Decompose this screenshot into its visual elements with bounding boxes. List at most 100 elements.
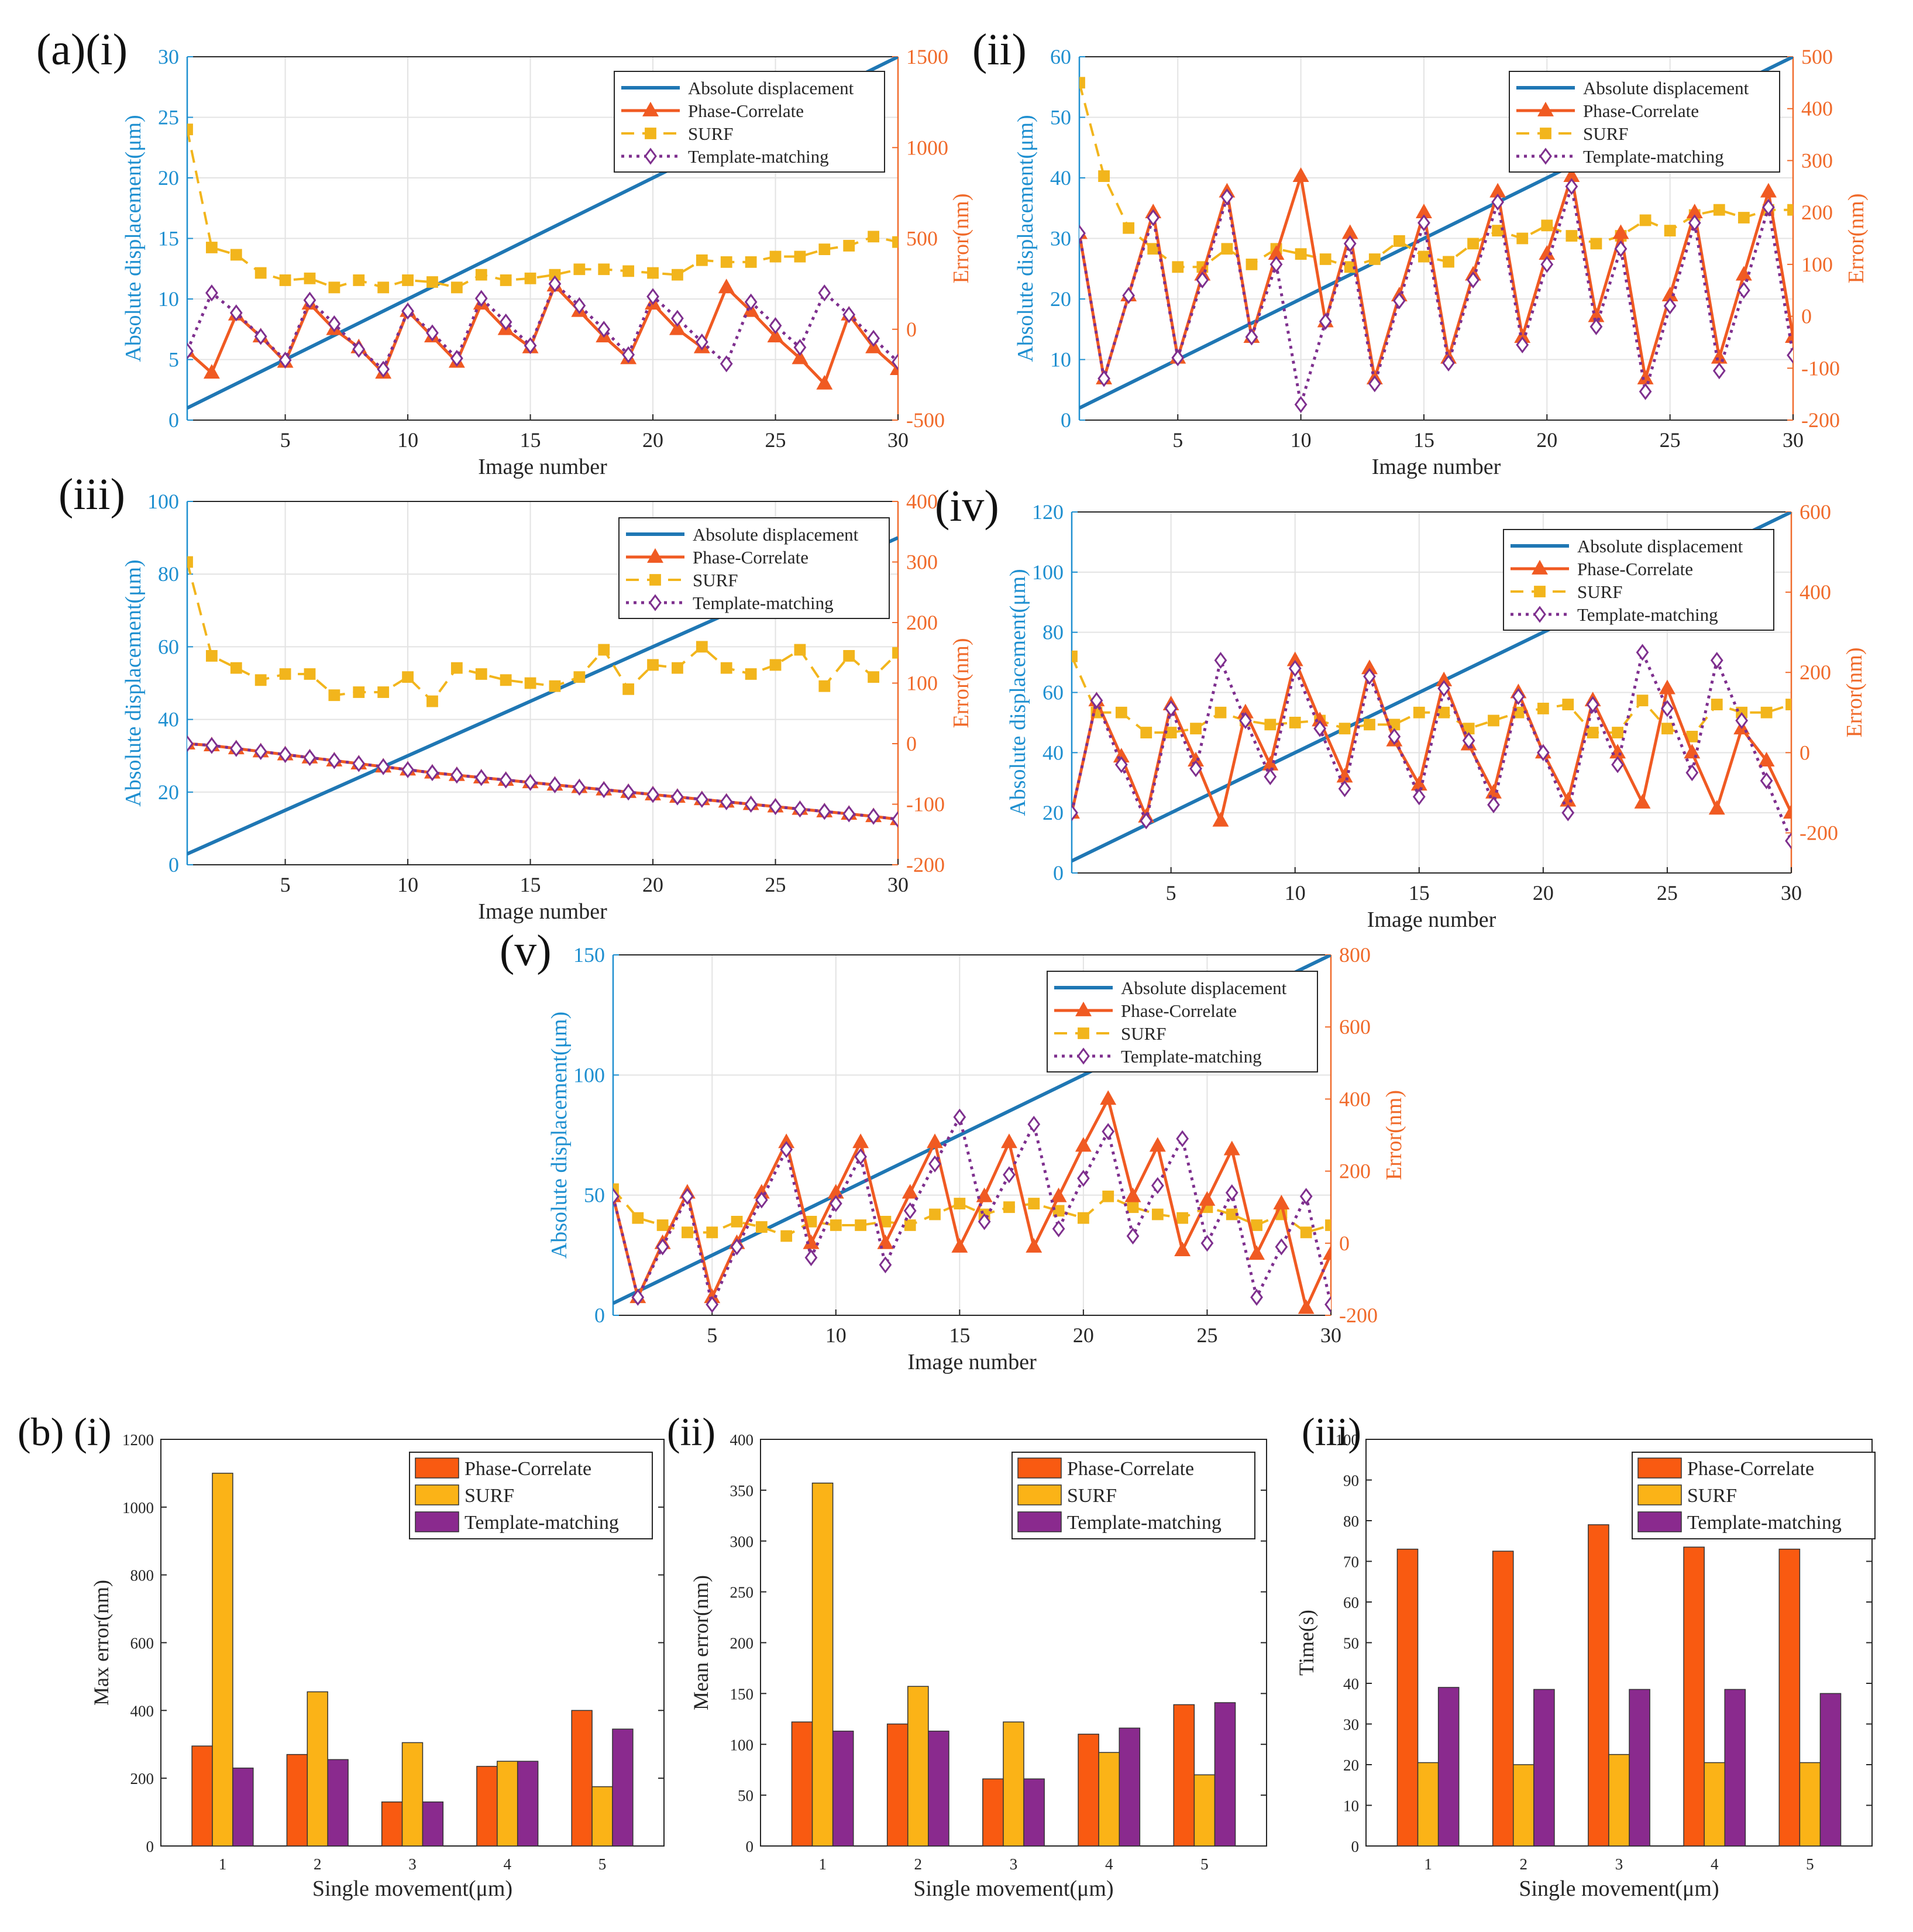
legend-swatch-template-matching xyxy=(1017,1511,1062,1532)
series-surf-point xyxy=(377,686,390,698)
bar-phase-correlate xyxy=(1492,1551,1514,1847)
series-template-matching-point xyxy=(377,758,390,775)
series-surf-point xyxy=(892,236,898,248)
series-phase-correlate-point xyxy=(1323,1245,1331,1260)
y-tick-label: 40 xyxy=(1343,1675,1359,1693)
series-template-matching-point xyxy=(1663,297,1677,315)
legend-label-template-matching: Template-matching xyxy=(1583,146,1724,167)
series-phase-correlate-point xyxy=(1735,266,1752,281)
legend-label-phase-correlate: Phase-Correlate xyxy=(1067,1458,1194,1480)
bar-phase-correlate xyxy=(1173,1704,1195,1847)
x-tick-label: 25 xyxy=(1660,428,1681,452)
left-y-tick-label: 60 xyxy=(158,635,179,658)
series-template-matching-point xyxy=(1412,788,1426,806)
series-surf-point xyxy=(1364,719,1375,731)
right-y-tick-label: 100 xyxy=(1801,253,1833,276)
series-template-matching-point xyxy=(1487,796,1500,813)
x-tick-label: 5 xyxy=(707,1323,717,1347)
series-template-matching-point xyxy=(695,333,708,350)
y-tick-label: 300 xyxy=(730,1533,754,1551)
series-template-matching-point xyxy=(953,1108,966,1126)
series-template-matching-point xyxy=(1171,349,1185,367)
x-tick-label: 1 xyxy=(818,1855,827,1873)
bar-phase-correlate xyxy=(381,1801,403,1847)
series-surf-point xyxy=(780,1230,793,1242)
series-surf-point xyxy=(794,250,806,263)
series-phase-correlate-point xyxy=(1248,1245,1265,1260)
series-surf-line xyxy=(613,1188,1331,1237)
series-surf-point xyxy=(1072,650,1078,662)
series-surf-point xyxy=(573,671,586,683)
left-y-axis-label: Absolute displacement(μm) xyxy=(121,115,146,362)
series-template-matching-point xyxy=(1462,732,1475,750)
series-template-matching-point xyxy=(1324,1296,1331,1314)
series-surf-point xyxy=(1102,1190,1114,1202)
series-template-matching-point xyxy=(631,1288,645,1306)
series-surf-point xyxy=(1176,1212,1189,1224)
series-template-matching-point xyxy=(1516,336,1529,353)
legend-label-phase-correlate: Phase-Correlate xyxy=(1577,559,1693,579)
series-surf-point xyxy=(500,674,512,686)
x-tick-label: 20 xyxy=(1536,428,1557,452)
series-template-matching-point xyxy=(1388,728,1401,745)
left-y-tick-label: 100 xyxy=(573,1063,605,1087)
series-template-matching-point xyxy=(842,306,856,324)
y-tick-label: 800 xyxy=(130,1567,154,1584)
series-template-matching-point xyxy=(681,1188,694,1205)
right-y-tick-label: 0 xyxy=(906,318,917,341)
series-surf-point xyxy=(1339,723,1351,735)
series-template-matching-point xyxy=(328,315,341,332)
series-template-matching-point xyxy=(573,779,586,796)
left-y-axis-label: Absolute displacement(μm) xyxy=(547,1012,572,1259)
series-surf-point xyxy=(187,123,193,136)
series-surf-point xyxy=(1537,703,1549,714)
legend-marker-surf xyxy=(1534,586,1546,597)
series-template-matching-point xyxy=(1147,209,1160,226)
legend: Phase-Correlate SURF Template-matching xyxy=(1011,1452,1255,1539)
series-phase-correlate-point xyxy=(767,328,784,343)
series-surf-point xyxy=(1300,1226,1312,1239)
left-y-tick-label: 30 xyxy=(158,45,179,68)
series-phase-correlate-point xyxy=(669,320,686,335)
series-phase-correlate-point xyxy=(1634,793,1651,809)
series-surf-point xyxy=(1325,1219,1331,1231)
x-tick-label: 2 xyxy=(914,1855,923,1873)
series-surf-point xyxy=(1344,261,1356,273)
left-y-tick-label: 40 xyxy=(158,708,179,731)
series-template-matching-point xyxy=(1027,1116,1041,1133)
series-template-matching-point xyxy=(377,360,390,378)
series-template-matching-point xyxy=(1189,760,1202,778)
y-tick-label: 100 xyxy=(1336,1431,1360,1449)
plot-area xyxy=(1079,57,1793,413)
series-surf-point xyxy=(1245,258,1258,270)
x-tick-label: 30 xyxy=(1320,1323,1341,1347)
series-surf-point xyxy=(254,674,267,686)
series-surf-point xyxy=(1295,248,1307,260)
x-tick-label: 25 xyxy=(765,873,786,896)
left-y-tick-label: 0 xyxy=(168,853,179,876)
legend: Absolute displacement Phase-Correlate SURF… xyxy=(1503,529,1774,631)
x-tick-label: 5 xyxy=(1200,1855,1209,1873)
y-tick-label: 150 xyxy=(730,1685,754,1703)
series-template-matching-point xyxy=(1239,711,1252,729)
bar-phase-correlate xyxy=(1396,1548,1419,1847)
series-surf-point xyxy=(1221,243,1233,255)
series-template-matching-point xyxy=(524,337,537,355)
line-chart-a-iii: 5 10 15 20 25 30020406080100-200-100010020030… xyxy=(59,470,973,924)
y-axis-label: Mean error(nm) xyxy=(689,1575,713,1710)
series-phase-correlate-point xyxy=(1612,224,1629,239)
series-template-matching-point xyxy=(278,352,292,369)
legend-label-surf: SURF xyxy=(465,1485,514,1507)
series-surf-point xyxy=(205,242,218,253)
series-template-matching-point xyxy=(892,353,898,371)
x-tick-label: 15 xyxy=(520,428,541,452)
left-y-tick-label: 40 xyxy=(1050,166,1071,190)
series-surf-point xyxy=(1737,212,1750,224)
series-template-matching-point xyxy=(1442,354,1455,372)
series-template-matching-point xyxy=(1140,812,1153,830)
legend-label-template-matching: Template-matching xyxy=(688,146,829,167)
series-phase-correlate-point xyxy=(1149,1137,1166,1152)
left-y-axis-label: Absolute displacement(μm) xyxy=(1013,115,1038,362)
series-template-matching-point xyxy=(842,805,856,823)
series-template-matching-point xyxy=(1785,832,1791,850)
